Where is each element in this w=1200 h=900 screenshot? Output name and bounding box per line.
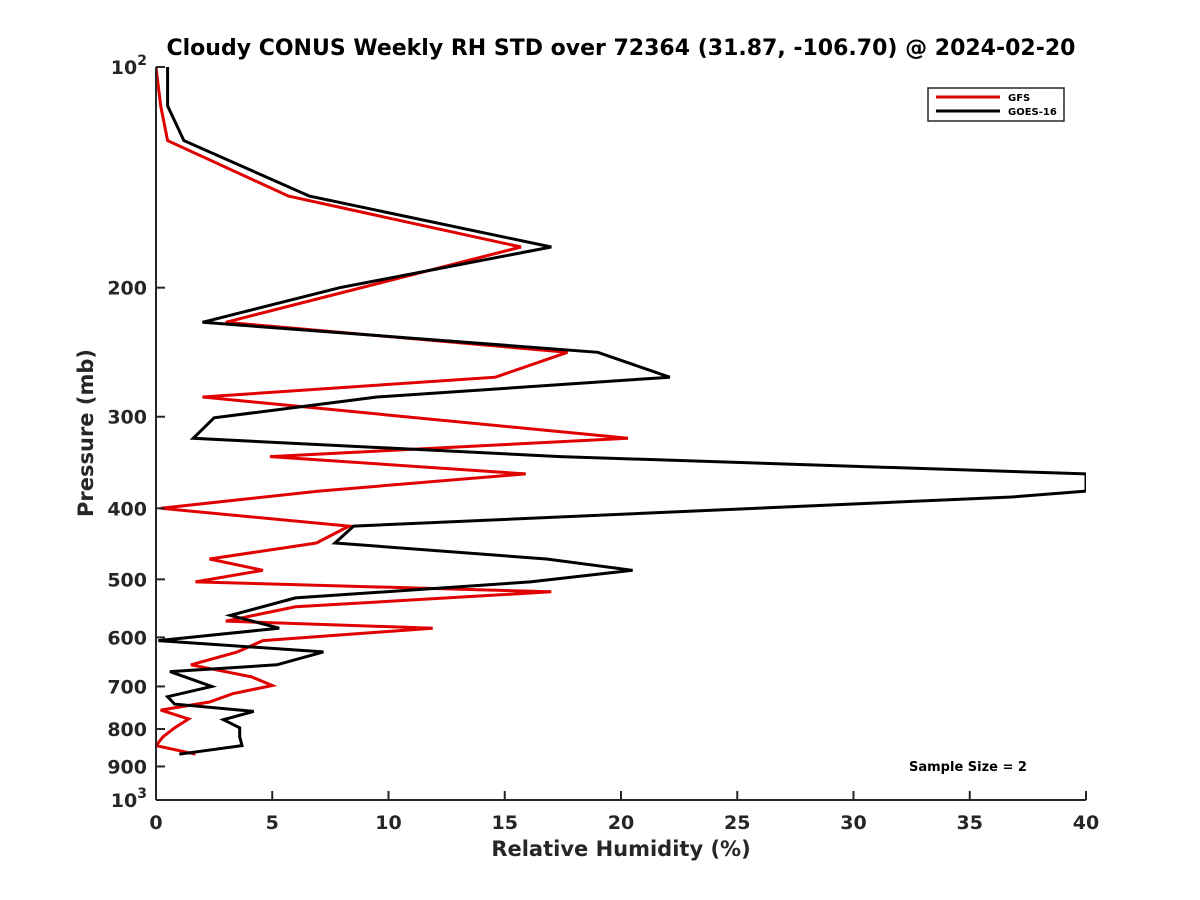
x-tick-label: 5: [266, 812, 279, 834]
x-tick-label: 35: [957, 812, 983, 834]
y-axis-label: Pressure (mb): [74, 349, 98, 517]
chart-title: Cloudy CONUS Weekly RH STD over 72364 (3…: [167, 36, 1076, 61]
y-tick-label: 200: [107, 278, 147, 300]
legend-label: GOES-16: [1008, 107, 1057, 118]
legend-box: [927, 87, 1065, 122]
legend-label: GFS: [1008, 93, 1030, 104]
x-tick-label: 0: [149, 812, 162, 834]
y-tick-label: 500: [107, 569, 147, 591]
y-tick-label: 900: [107, 756, 147, 778]
x-tick-label: 25: [724, 812, 750, 834]
series-line-gfs: [156, 67, 629, 756]
x-tick-label: 10: [375, 812, 401, 834]
x-axis-label: Relative Humidity (%): [491, 837, 750, 861]
x-tick-label: 20: [608, 812, 634, 834]
sample-size-annotation: Sample Size = 2: [909, 760, 1027, 775]
y-tick-label: 800: [107, 719, 147, 741]
legend: GFS GOES-16: [927, 87, 1065, 122]
y-tick-label: 102: [111, 53, 147, 79]
series-layer: [156, 67, 1086, 756]
series-line-goes-16: [158, 67, 1086, 756]
x-tick-label: 15: [492, 812, 518, 834]
axes-layer: 0 5 10 15 20 25 30 35 40 102 200 300 400 500 600 700 800…: [107, 53, 1099, 834]
y-tick-label: 300: [107, 407, 147, 429]
x-tick-label: 30: [840, 812, 866, 834]
x-tick-label: 40: [1073, 812, 1099, 834]
y-tick-label: 700: [107, 676, 147, 698]
y-tick-label: 400: [107, 498, 147, 520]
y-tick-label: 103: [111, 786, 147, 812]
y-tick-label: 600: [107, 627, 147, 649]
